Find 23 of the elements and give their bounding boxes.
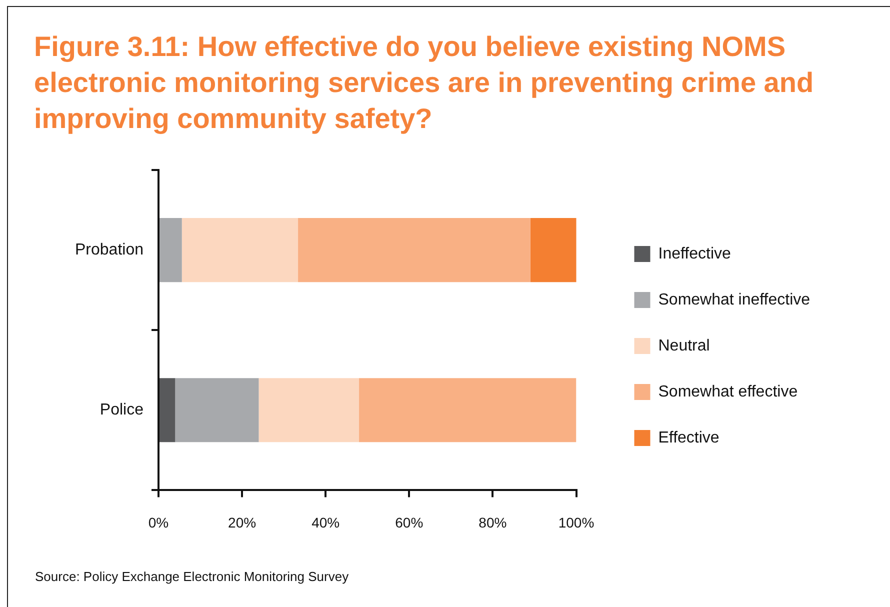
bar [175,378,259,442]
bar [182,218,298,282]
legend-label: Neutral [658,337,710,354]
legend-label: Effective [658,429,720,446]
bar [258,378,360,442]
bar [159,378,176,442]
legend-label: Somewhat ineffective [658,291,810,308]
bar [298,218,530,282]
bar [530,218,576,282]
x-tick-label: 20% [228,514,256,530]
x-tick-label: 60% [395,514,424,530]
x-tick-label: 40% [312,514,340,530]
chart-title: Figure 3.11: How effective do you believe existing NOMS electronic monitoring services are in preventing crime and improving community safety? [34,30,815,136]
y-tick-label: Police [100,402,144,419]
legend-label: Somewhat effective [658,383,798,400]
x-tick-label: 100% [558,514,594,530]
x-tick-label: 0% [148,514,169,530]
x-tick-label: 80% [478,514,507,530]
source-note: Source: Policy Exchange Electronic Monitoring Survey [35,569,349,584]
legend-label: Ineffective [658,245,731,262]
y-tick-label: Probation [74,241,144,258]
bar [159,218,182,282]
bar [359,378,576,442]
